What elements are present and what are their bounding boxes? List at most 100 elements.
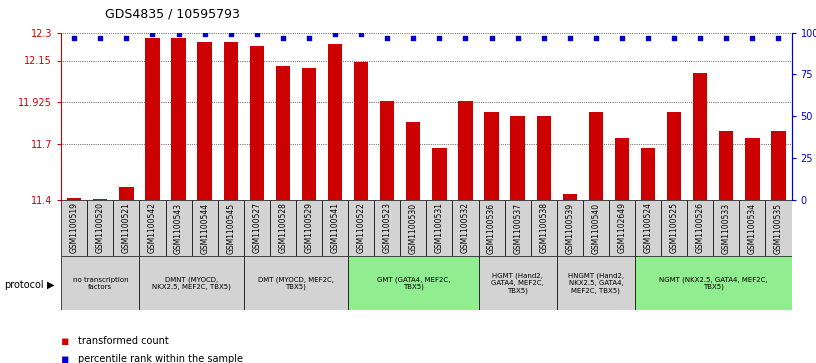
Point	[432, 35, 446, 41]
Bar	[485, 113, 499, 200]
Text: ▶: ▶	[47, 280, 55, 290]
Bar	[354, 62, 368, 200]
Bar	[739, 200, 765, 256]
Point	[772, 35, 785, 41]
Bar	[375, 200, 401, 256]
Text: GSM1100532: GSM1100532	[461, 203, 470, 253]
Bar	[119, 187, 134, 200]
Bar	[348, 256, 478, 310]
Text: NGMT (NKX2.5, GATA4, MEF2C,
TBX5): NGMT (NKX2.5, GATA4, MEF2C, TBX5)	[659, 276, 768, 290]
Text: transformed count: transformed count	[78, 336, 168, 346]
Text: GSM1100543: GSM1100543	[174, 203, 183, 254]
Text: GSM1100528: GSM1100528	[278, 203, 287, 253]
Bar	[197, 42, 212, 200]
Point	[694, 35, 707, 41]
Bar	[348, 200, 375, 256]
Point	[277, 35, 290, 41]
Text: GSM1100521: GSM1100521	[122, 203, 131, 253]
Bar	[511, 116, 525, 200]
Bar	[302, 68, 316, 200]
Bar	[192, 200, 218, 256]
Text: GSM1100519: GSM1100519	[69, 203, 78, 253]
Text: GSM1100544: GSM1100544	[200, 203, 209, 254]
Point	[198, 32, 211, 37]
Bar	[406, 122, 420, 200]
Bar	[401, 200, 426, 256]
Text: GSM1100529: GSM1100529	[304, 203, 313, 253]
Text: GSM1100526: GSM1100526	[696, 203, 705, 253]
Text: ▪: ▪	[61, 353, 69, 363]
Bar	[166, 200, 192, 256]
Bar	[432, 148, 446, 200]
Bar	[452, 200, 478, 256]
Text: GSM1102649: GSM1102649	[618, 203, 627, 253]
Text: GSM1100540: GSM1100540	[592, 203, 601, 254]
Bar	[276, 66, 290, 200]
Text: GSM1100537: GSM1100537	[513, 203, 522, 254]
Bar	[380, 101, 394, 200]
Point	[720, 35, 733, 41]
Point	[746, 35, 759, 41]
Text: GSM1100522: GSM1100522	[357, 203, 366, 253]
Bar	[765, 200, 792, 256]
Text: no transcription
factors: no transcription factors	[73, 277, 128, 290]
Point	[146, 32, 159, 37]
Text: GSM1100534: GSM1100534	[748, 203, 757, 254]
Text: GSM1100542: GSM1100542	[148, 203, 157, 253]
Text: DMT (MYOCD, MEF2C,
TBX5): DMT (MYOCD, MEF2C, TBX5)	[258, 276, 334, 290]
Bar	[244, 200, 270, 256]
Point	[251, 32, 264, 37]
Text: protocol: protocol	[4, 280, 44, 290]
Text: percentile rank within the sample: percentile rank within the sample	[78, 354, 242, 363]
Bar	[244, 256, 348, 310]
Bar	[250, 46, 264, 200]
Text: GSM1100530: GSM1100530	[409, 203, 418, 254]
Bar	[145, 38, 160, 200]
Bar	[667, 113, 681, 200]
Bar	[478, 200, 504, 256]
Point	[303, 35, 316, 41]
Bar	[719, 131, 734, 200]
Bar	[93, 199, 108, 200]
Bar	[557, 256, 635, 310]
Bar	[687, 200, 713, 256]
Bar	[713, 200, 739, 256]
Bar	[661, 200, 687, 256]
Bar	[171, 38, 186, 200]
Text: GSM1100523: GSM1100523	[383, 203, 392, 253]
Point	[615, 35, 628, 41]
Point	[94, 35, 107, 41]
Text: GSM1100531: GSM1100531	[435, 203, 444, 253]
Text: GSM1100539: GSM1100539	[565, 203, 574, 254]
Point	[537, 35, 550, 41]
Text: ▪: ▪	[61, 335, 69, 348]
Text: GDS4835 / 10595793: GDS4835 / 10595793	[105, 8, 240, 21]
Bar	[635, 200, 661, 256]
Text: GSM1100533: GSM1100533	[722, 203, 731, 254]
Point	[641, 35, 654, 41]
Text: GSM1100527: GSM1100527	[252, 203, 261, 253]
Point	[511, 35, 524, 41]
Point	[407, 35, 420, 41]
Bar	[609, 200, 635, 256]
Bar	[140, 256, 244, 310]
Bar	[563, 194, 577, 200]
Text: GSM1100538: GSM1100538	[539, 203, 548, 253]
Text: GSM1100520: GSM1100520	[95, 203, 104, 253]
Bar	[771, 131, 786, 200]
Text: GMT (GATA4, MEF2C,
TBX5): GMT (GATA4, MEF2C, TBX5)	[377, 276, 450, 290]
Point	[485, 35, 498, 41]
Bar	[61, 256, 140, 310]
Text: GSM1100525: GSM1100525	[670, 203, 679, 253]
Bar	[61, 200, 87, 256]
Bar	[328, 44, 342, 200]
Bar	[693, 73, 707, 200]
Bar	[140, 200, 166, 256]
Point	[355, 32, 368, 37]
Point	[120, 35, 133, 41]
Point	[68, 35, 81, 41]
Bar	[113, 200, 140, 256]
Bar	[478, 256, 557, 310]
Text: GSM1100545: GSM1100545	[226, 203, 235, 254]
Bar	[459, 101, 472, 200]
